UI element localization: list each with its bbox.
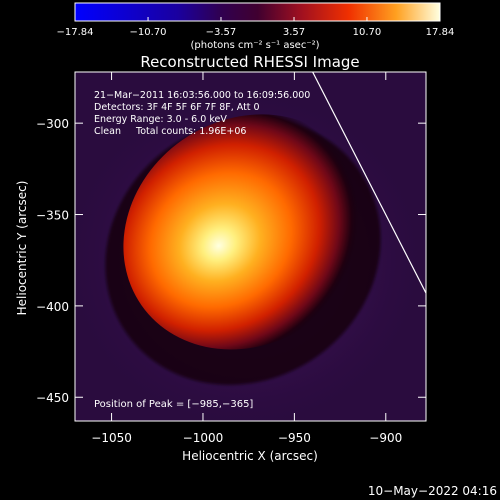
detectors-text: Detectors: 3F 4F 5F 6F 7F 8F, Att 0 [94, 102, 260, 113]
x-axis-label: Heliocentric X (arcsec) [182, 449, 318, 463]
plot-frame [74, 71, 427, 422]
footer-timestamp: 10−May−2022 04:16 [368, 484, 497, 498]
peak-position-text: Position of Peak = [−985,−365] [94, 399, 253, 410]
clean-counts-text: Clean Total counts: 1.96E+06 [94, 126, 246, 137]
y-tick-label: −350 [36, 209, 69, 223]
time-range-text: 21−Mar−2011 16:03:56.000 to 16:09:56.000 [94, 90, 310, 101]
colorbar-tick-label: −3.57 [206, 27, 237, 38]
x-ray-source [123, 114, 370, 350]
colorbar-tick-label: 10.70 [353, 27, 382, 38]
colorbar-ticks: −17.84 −10.70 −3.57 3.57 10.70 17.84 [56, 17, 454, 38]
observation-info: 21−Mar−2011 16:03:56.000 to 16:09:56.000… [94, 90, 310, 137]
colorbar-label: (photons cm⁻² s⁻¹ asec⁻²) [190, 40, 319, 51]
y-tick-label: −300 [36, 117, 69, 131]
chart-title: Reconstructed RHESSI Image [140, 53, 359, 71]
colorbar-gradient [74, 2, 441, 22]
colorbar-tick-label: 17.84 [426, 27, 455, 38]
x-tick-label: −1050 [91, 431, 132, 445]
energy-range-text: Energy Range: 3.0 - 6.0 keV [94, 114, 227, 125]
y-axis-label: Heliocentric Y (arcsec) [15, 181, 29, 316]
x-tick-label: −1000 [183, 431, 224, 445]
colorbar-tick-label: 3.57 [283, 27, 305, 38]
axes: −1050 −1000 −950 −900 −300 −350 −400 −450 [36, 72, 426, 445]
x-tick-label: −900 [369, 431, 402, 445]
x-tick-label: −950 [278, 431, 311, 445]
colorbar-tick-label: −10.70 [130, 27, 167, 38]
colorbar-tick-label: −17.84 [56, 27, 93, 38]
y-tick-label: −400 [36, 300, 69, 314]
y-tick-label: −450 [36, 391, 69, 405]
solar-limb-line [312, 72, 426, 294]
heatmap-image [75, 72, 426, 421]
colorbar: −17.84 −10.70 −3.57 3.57 10.70 17.84 (photons… [56, 2, 454, 51]
